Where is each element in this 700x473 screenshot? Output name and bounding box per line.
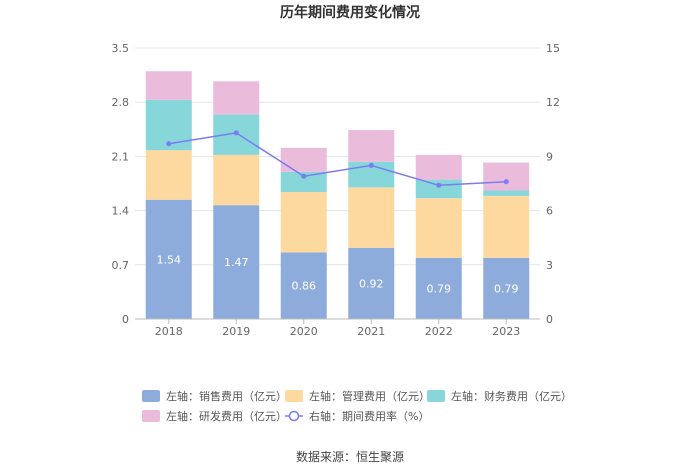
rate-line-point bbox=[436, 182, 442, 188]
x-tick-label: 2021 bbox=[357, 325, 385, 338]
bar-segment bbox=[280, 147, 327, 172]
rate-line-point bbox=[233, 130, 239, 136]
bar-data-label: 1.54 bbox=[157, 253, 182, 266]
chart-title: 历年期间费用变化情况 bbox=[280, 4, 420, 21]
bar-segment bbox=[348, 187, 395, 248]
bar-segment bbox=[213, 154, 260, 206]
y-right-tick-label: 12 bbox=[546, 96, 560, 109]
bar-segment bbox=[280, 171, 327, 193]
x-tick-label: 2023 bbox=[492, 325, 520, 338]
legend-swatch bbox=[285, 390, 303, 402]
y-left-tick-label: 2.1 bbox=[112, 150, 130, 163]
legend-marker bbox=[288, 410, 300, 422]
bars: 1.54 1.47 0.86 0.92 0.79 0.79 bbox=[145, 71, 530, 319]
bar-segment bbox=[415, 257, 462, 319]
bar-segment bbox=[213, 205, 260, 319]
x-tick-label: 2022 bbox=[425, 325, 453, 338]
x-tick-label: 2019 bbox=[222, 325, 250, 338]
bar-data-label: 0.79 bbox=[494, 282, 519, 295]
y-left-tick-label: 0 bbox=[122, 313, 129, 326]
bar-segment bbox=[348, 130, 395, 162]
bar-segment bbox=[213, 81, 260, 115]
bar-segment bbox=[145, 150, 192, 200]
legend-label: 右轴：期间费用率（%） bbox=[309, 409, 429, 423]
legend-swatch bbox=[427, 390, 445, 402]
bar-segment bbox=[483, 190, 530, 196]
bar-data-label: 0.92 bbox=[359, 277, 384, 290]
legend-swatch bbox=[142, 410, 160, 422]
y-left-tick-label: 0.7 bbox=[112, 259, 130, 272]
bar-segment bbox=[415, 179, 462, 199]
bar-segment bbox=[348, 247, 395, 319]
bar-segment bbox=[280, 192, 327, 253]
bar-segment bbox=[415, 154, 462, 180]
bar-segment bbox=[280, 252, 327, 319]
rate-line-point bbox=[166, 141, 172, 147]
bar-segment bbox=[145, 199, 192, 319]
y-left-tick-label: 1.4 bbox=[112, 205, 130, 218]
bar-data-label: 1.47 bbox=[224, 256, 249, 269]
data-source: 数据来源：恒生聚源 bbox=[296, 449, 404, 464]
legend-swatch bbox=[142, 390, 160, 402]
bar-segment bbox=[483, 162, 530, 191]
legend-label: 左轴：研发费用（亿元） bbox=[166, 409, 287, 423]
x-tick-label: 2020 bbox=[290, 325, 318, 338]
legend-label: 左轴：财务费用（亿元） bbox=[451, 389, 572, 403]
axes: 0 0 0.7 3 1.4 6 2.1 9 2.8 12 3.5 15 2018 2019 2020 2021… bbox=[112, 42, 561, 338]
legend-label: 左轴：管理费用（亿元） bbox=[309, 389, 430, 403]
rate-line-point bbox=[301, 173, 307, 179]
x-tick-label: 2018 bbox=[155, 325, 183, 338]
y-right-tick-label: 15 bbox=[546, 42, 560, 55]
rate-line-point bbox=[503, 179, 509, 185]
legend: 左轴：销售费用（亿元） 左轴：管理费用（亿元） 左轴：财务费用（亿元） 左轴：研发费用… bbox=[142, 389, 572, 423]
bar-segment bbox=[145, 71, 192, 100]
bar-data-label: 0.79 bbox=[427, 282, 452, 295]
rate-line bbox=[166, 130, 509, 188]
bar-data-label: 0.86 bbox=[292, 280, 317, 293]
y-right-tick-label: 3 bbox=[546, 259, 553, 272]
y-left-tick-label: 2.8 bbox=[112, 96, 130, 109]
y-left-tick-label: 3.5 bbox=[112, 42, 130, 55]
y-right-tick-label: 6 bbox=[546, 205, 553, 218]
y-right-tick-label: 0 bbox=[546, 313, 553, 326]
bar-segment bbox=[483, 195, 530, 258]
bar-segment bbox=[483, 257, 530, 319]
grid bbox=[135, 47, 540, 266]
legend-label: 左轴：销售费用（亿元） bbox=[166, 389, 287, 403]
y-right-tick-label: 9 bbox=[546, 150, 553, 163]
rate-line-point bbox=[368, 162, 374, 168]
rate-line-path bbox=[168, 132, 507, 187]
bar-segment bbox=[415, 198, 462, 258]
